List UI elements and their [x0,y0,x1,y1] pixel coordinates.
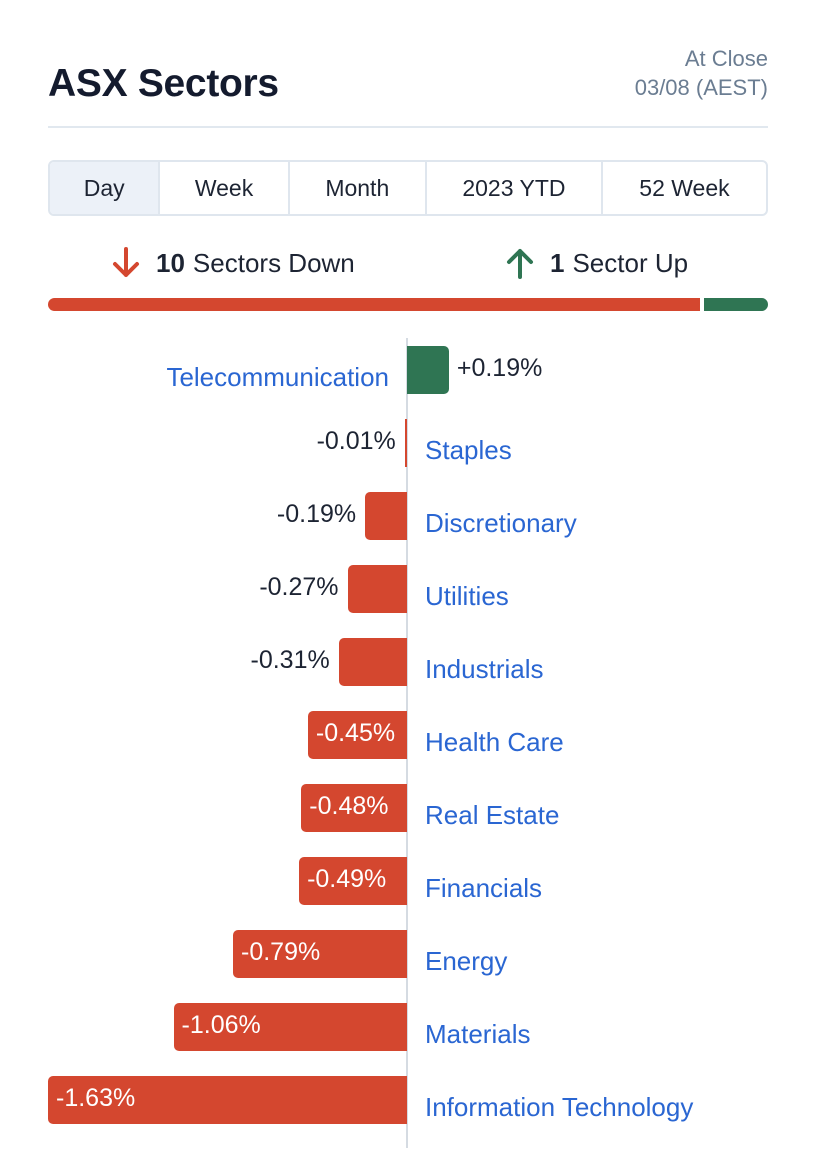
header-divider [48,126,768,128]
tab-52-week[interactable]: 52 Week [603,162,766,214]
sector-link-financials[interactable]: Financials [425,873,543,903]
sector-link-utilities[interactable]: Utilities [425,581,509,611]
bar-financials [299,857,407,905]
sector-link-health-care[interactable]: Health Care [425,727,564,757]
arrow-down-icon [113,247,139,277]
bar-staples [404,419,407,467]
sector-link-telecommunication[interactable]: Telecommunication [166,362,389,392]
bar-telecommunication [407,346,449,394]
bar-materials [173,1003,407,1051]
value-label: +0.19% [456,354,543,382]
sector-link-industrials[interactable]: Industrials [425,654,544,684]
down-count: 10 [156,247,185,278]
sector-link-materials[interactable]: Materials [425,1019,531,1049]
market-status: At Close 03/08 (AEST) [635,44,768,102]
value-label: -0.48% [309,792,389,820]
arrow-up-icon [507,249,533,279]
tab-month[interactable]: Month [290,162,427,214]
bar-utilities [347,565,407,613]
value-label: -0.27% [259,573,339,601]
sector-link-real-estate[interactable]: Real Estate [425,800,560,830]
value-label: -0.79% [241,938,321,966]
tab-label: Week [194,174,254,201]
tab-2023-ytd[interactable]: 2023 YTD [427,162,603,214]
status-label: At Close [684,46,768,71]
tab-day[interactable]: Day [50,162,161,214]
bar-discretionary [365,492,407,540]
bar-real-estate [301,784,407,832]
sector-link-discretionary[interactable]: Discretionary [425,508,577,538]
sector-link-staples[interactable]: Staples [425,435,512,465]
sector-link-information-technology[interactable]: Information Technology [425,1092,694,1122]
value-label: -0.01% [316,427,396,455]
period-tabs: Day Week Month 2023 YTD 52 Week [48,160,768,216]
up-count: 1 [550,247,565,278]
up-text: Sector Up [572,247,689,278]
tab-label: Day [83,174,125,201]
value-label: -0.31% [250,646,330,674]
sectors-down-summary: 10 Sectors Down [110,246,355,280]
sectors-up-summary: 1 Sector Up [504,246,688,280]
tab-week[interactable]: Week [160,162,290,214]
value-label: -1.06% [181,1011,261,1039]
value-label: -0.19% [276,500,357,528]
tab-label: Month [325,174,390,201]
tab-label: 2023 YTD [462,174,566,201]
bar-industrials [338,638,407,686]
down-text: Sectors Down [192,247,355,278]
tab-label: 52 Week [639,174,730,201]
value-label: -0.49% [307,865,387,893]
status-date: 03/08 (AEST) [634,75,768,100]
value-label: -0.45% [315,719,396,747]
bar-health-care [307,711,407,759]
bar-information-technology [48,1076,407,1124]
down-ratio-bar [48,298,700,311]
up-ratio-bar [704,298,768,311]
zero-axis [406,338,408,1148]
page-title: ASX Sectors [48,62,279,105]
value-label: -1.63% [56,1084,136,1112]
bar-energy [233,930,407,978]
sector-link-energy[interactable]: Energy [425,946,508,976]
